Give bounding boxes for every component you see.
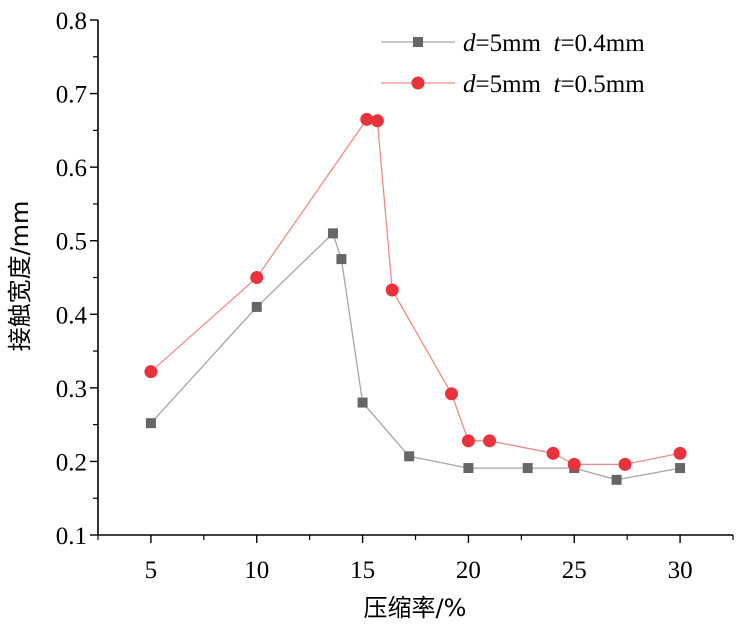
x-tick-label: 20	[456, 557, 481, 584]
series-1	[145, 228, 686, 485]
data-point	[567, 457, 581, 471]
data-point	[673, 446, 687, 460]
data-point	[463, 463, 474, 474]
data-point	[327, 228, 338, 239]
series-2	[144, 112, 687, 471]
x-tick-label: 30	[668, 557, 693, 584]
data-point	[413, 37, 423, 47]
series-line	[150, 118, 681, 466]
axes: 5 10 15 20 25 30 0.1 0.2 0.3 0.4 0.5 0.6 0.7 0.8	[56, 8, 734, 584]
data-point	[611, 474, 622, 485]
y-tick-label: 0.5	[56, 229, 87, 256]
x-axis-label: 压缩率/%	[364, 594, 467, 622]
data-point	[385, 283, 399, 297]
legend-item-2: d=5mm t=0.5mm	[381, 71, 645, 98]
data-point	[461, 434, 475, 448]
y-tick-label: 0.2	[56, 449, 87, 476]
y-axis-label: 接触宽度/mm	[6, 201, 34, 352]
x-tick-label: 15	[350, 557, 375, 584]
data-point	[250, 271, 264, 284]
data-point	[336, 254, 347, 265]
y-tick-label: 0.7	[56, 82, 87, 109]
y-tick-label: 0.6	[56, 155, 87, 182]
data-point	[675, 463, 686, 474]
data-point	[483, 434, 497, 448]
y-tick-label: 0.1	[56, 523, 87, 550]
data-point	[411, 76, 425, 90]
data-point	[357, 397, 368, 408]
data-point	[618, 457, 632, 471]
data-point	[404, 451, 415, 462]
data-point	[444, 387, 458, 401]
legend-item-1: d=5mm t=0.4mm	[381, 30, 645, 57]
data-point	[522, 463, 533, 474]
data-point	[360, 112, 374, 126]
series-layer	[144, 112, 687, 485]
y-tick-label: 0.4	[56, 302, 88, 329]
x-tick-label: 10	[244, 557, 269, 584]
data-point	[145, 418, 156, 429]
data-point	[144, 365, 158, 379]
y-tick-label: 0.8	[56, 8, 87, 35]
legend: d=5mm t=0.4mm d=5mm t=0.5mm	[381, 30, 645, 98]
legend-label: d=5mm t=0.4mm	[463, 30, 645, 57]
legend-label: d=5mm t=0.5mm	[463, 71, 645, 98]
data-point	[370, 114, 384, 128]
series-line	[150, 232, 681, 481]
y-tick-label: 0.3	[56, 376, 87, 403]
data-point	[546, 446, 560, 460]
x-tick-label: 5	[145, 557, 158, 584]
data-point	[251, 301, 262, 312]
x-tick-label: 25	[562, 557, 587, 584]
